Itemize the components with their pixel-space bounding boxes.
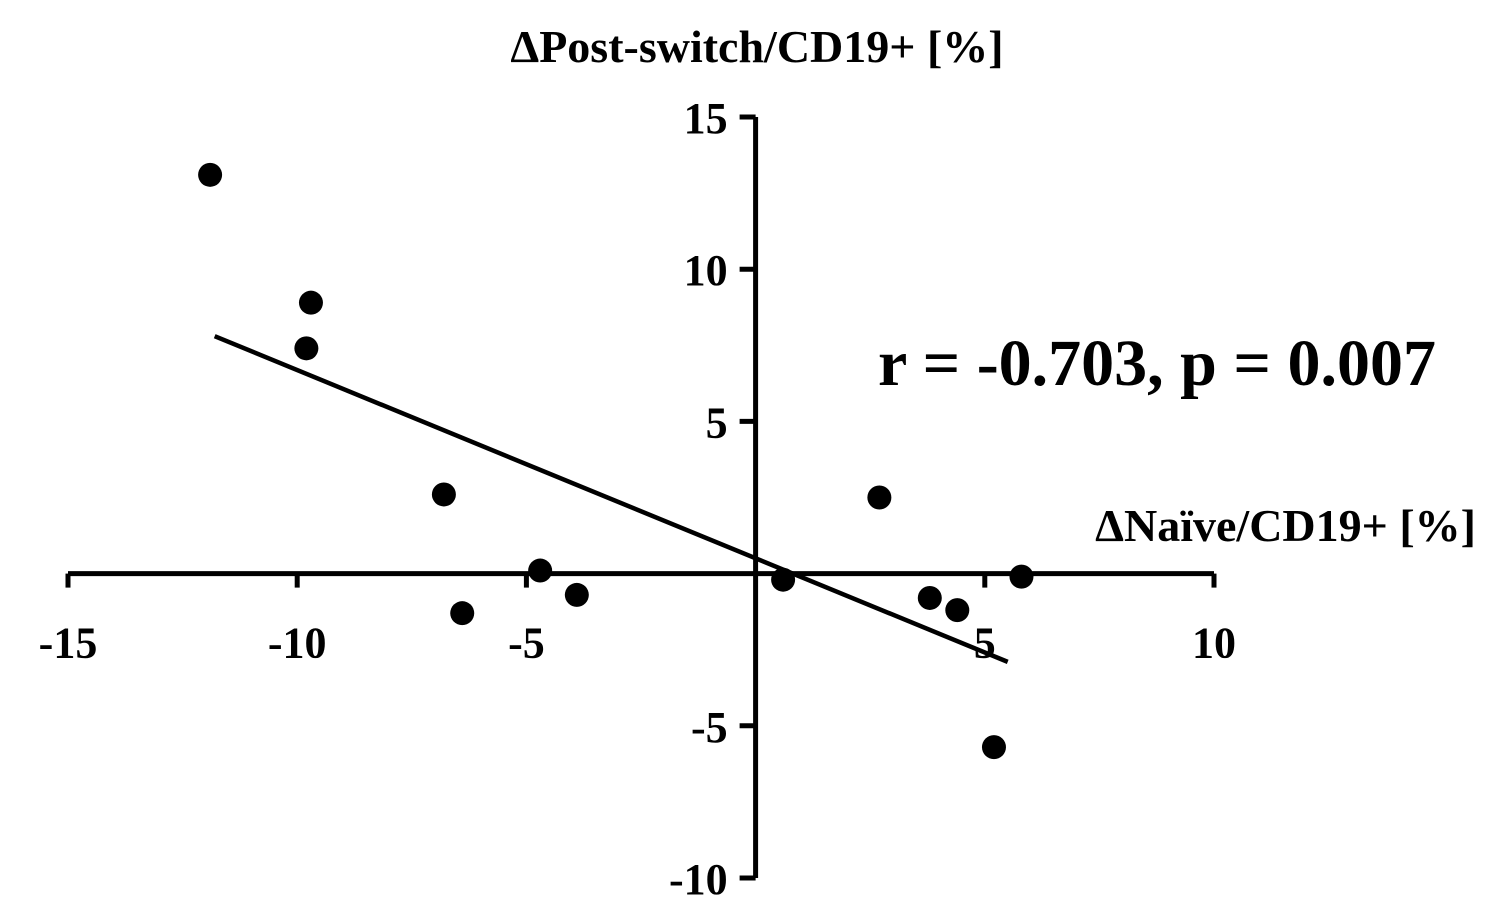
x-tick-label: -10 bbox=[268, 619, 327, 668]
regression-line bbox=[213, 334, 1009, 664]
y-tick-label: -5 bbox=[691, 703, 728, 752]
x-axis-title: ΔNaïve/CD19+ [%] bbox=[1095, 500, 1476, 551]
data-point bbox=[298, 290, 323, 315]
x-tick-label: 5 bbox=[974, 619, 996, 668]
axes: -15 -10 -5 5 10 15 10 5 -5 -10 bbox=[39, 94, 1236, 901]
data-point bbox=[867, 485, 892, 510]
data-point bbox=[431, 482, 456, 507]
data-point bbox=[945, 598, 970, 623]
y-tick-label: -10 bbox=[669, 855, 728, 901]
data-points bbox=[198, 162, 1034, 760]
x-tick-label: -15 bbox=[39, 619, 98, 668]
x-tick-label: -5 bbox=[508, 619, 545, 668]
data-point bbox=[917, 585, 942, 610]
y-tick-label: 10 bbox=[684, 246, 728, 295]
correlation-annotation: r = -0.703, p = 0.007 bbox=[878, 327, 1436, 400]
data-point bbox=[771, 567, 796, 592]
data-point bbox=[528, 558, 553, 583]
data-point bbox=[198, 162, 223, 187]
data-point bbox=[450, 601, 475, 626]
data-point bbox=[1009, 564, 1034, 589]
y-tick-label: 5 bbox=[706, 398, 728, 447]
y-tick-label: 15 bbox=[684, 94, 728, 143]
y-axis-title: ΔPost-switch/CD19+ [%] bbox=[510, 21, 1003, 72]
x-tick-label: 10 bbox=[1192, 619, 1236, 668]
regression-line-group bbox=[213, 334, 1009, 664]
data-point bbox=[981, 735, 1006, 760]
data-point bbox=[294, 336, 319, 361]
data-point bbox=[564, 582, 589, 607]
